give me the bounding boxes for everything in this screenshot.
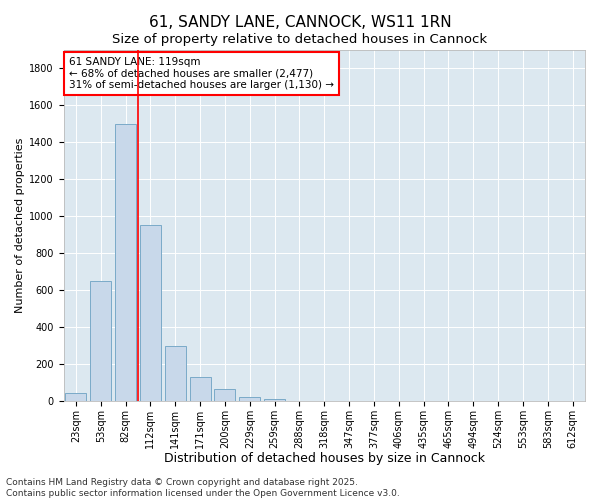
Y-axis label: Number of detached properties: Number of detached properties [15,138,25,313]
Bar [65,394,86,401]
Bar [115,124,136,401]
Bar [239,397,260,401]
X-axis label: Distribution of detached houses by size in Cannock: Distribution of detached houses by size … [164,452,485,465]
Bar [140,226,161,401]
Bar [90,281,112,401]
Text: Size of property relative to detached houses in Cannock: Size of property relative to detached ho… [112,32,488,46]
Text: Contains HM Land Registry data © Crown copyright and database right 2025.
Contai: Contains HM Land Registry data © Crown c… [6,478,400,498]
Bar [214,389,235,401]
Text: 61 SANDY LANE: 119sqm
← 68% of detached houses are smaller (2,477)
31% of semi-d: 61 SANDY LANE: 119sqm ← 68% of detached … [69,57,334,90]
Text: 61, SANDY LANE, CANNOCK, WS11 1RN: 61, SANDY LANE, CANNOCK, WS11 1RN [149,15,451,30]
Bar [165,346,186,401]
Bar [264,399,285,401]
Bar [190,377,211,401]
